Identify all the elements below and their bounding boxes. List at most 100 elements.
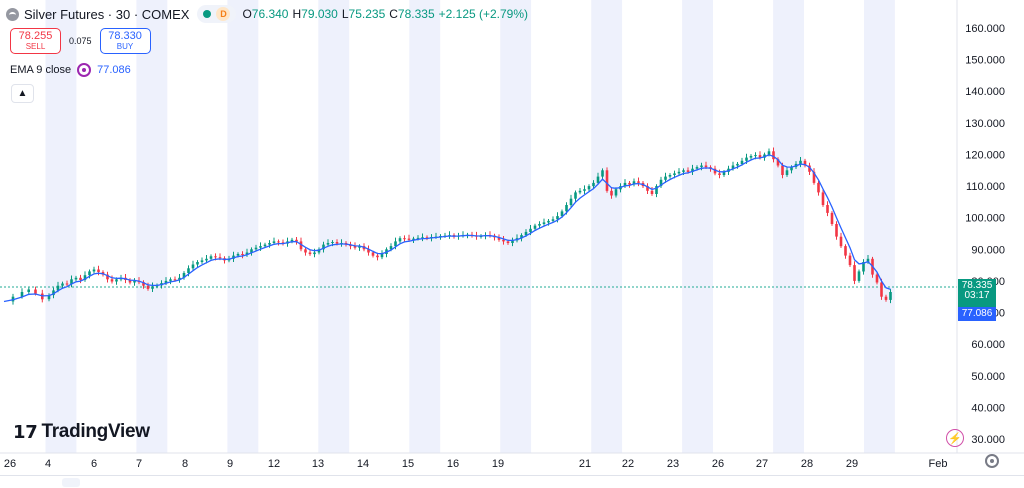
candle-body xyxy=(376,255,379,258)
candle-body xyxy=(601,170,604,177)
candle-body xyxy=(27,289,30,292)
candle-body xyxy=(245,252,249,255)
candle-body xyxy=(529,228,532,232)
candle-body xyxy=(538,224,541,226)
candle-body xyxy=(236,254,240,256)
candle-body xyxy=(560,211,564,217)
symbol-title[interactable]: Silver Futures · 30 · COMEX xyxy=(24,6,190,22)
candle-body xyxy=(713,168,717,174)
candle-body xyxy=(412,238,415,240)
market-status[interactable]: D xyxy=(197,5,237,23)
x-tick-label: 21 xyxy=(579,458,591,470)
candle-body xyxy=(20,292,24,297)
price-change: +2.125 (+2.79%) xyxy=(438,7,529,21)
candle-body xyxy=(704,165,708,168)
buy-button[interactable]: 78.330 BUY xyxy=(99,28,151,54)
candle-body xyxy=(241,254,244,255)
candle-body xyxy=(578,190,582,193)
candle-body xyxy=(785,170,789,175)
lightning-icon[interactable]: ⚡ xyxy=(946,429,964,447)
session-band xyxy=(591,0,623,453)
candle-body xyxy=(128,280,132,283)
sell-button[interactable]: 78.255 SELL xyxy=(10,28,61,54)
candle-body xyxy=(632,181,636,185)
chevron-up-icon: ▲ xyxy=(17,88,28,99)
candle-body xyxy=(133,280,136,283)
ohlc-close-value: 78.335 xyxy=(397,7,435,21)
candle-body xyxy=(272,241,276,243)
collapse-legend-button[interactable]: ▲ xyxy=(11,84,34,103)
candle-body xyxy=(686,170,690,172)
x-tick-label: 19 xyxy=(492,458,504,470)
x-tick-label: 29 xyxy=(846,458,858,470)
ema-legend[interactable]: EMA 9 close 77.086 xyxy=(10,63,131,77)
candle-body xyxy=(250,249,253,253)
buy-label: BUY xyxy=(116,42,134,51)
candle-body xyxy=(551,219,555,221)
tradingview-logo[interactable]: 17 TradingView xyxy=(13,421,150,443)
x-tick-label: 23 xyxy=(667,458,679,470)
gear-icon[interactable] xyxy=(985,454,999,468)
x-tick-label: 12 xyxy=(268,458,280,470)
candle-body xyxy=(835,224,838,237)
candle-body xyxy=(659,179,663,187)
x-tick-label: 4 xyxy=(45,458,51,470)
ohlc-high-value: 79.030 xyxy=(301,7,338,21)
candle-body xyxy=(380,254,384,258)
candle-body xyxy=(790,167,793,171)
candle-body xyxy=(821,192,825,205)
candle-body xyxy=(254,247,258,250)
y-tick-label: 150.000 xyxy=(965,55,1005,67)
x-tick-label: 26 xyxy=(4,458,16,470)
candle-body xyxy=(335,242,339,244)
session-band xyxy=(500,0,532,453)
candle-body xyxy=(556,216,559,220)
y-tick-label: 90.000 xyxy=(971,244,1005,256)
trade-panel: 78.255 SELL 0.075 78.330 BUY xyxy=(10,28,151,54)
candle-body xyxy=(565,205,568,212)
candle-body xyxy=(772,151,775,160)
x-tick-label: 8 xyxy=(182,458,188,470)
candle-body xyxy=(232,255,235,259)
candle-body xyxy=(79,277,82,280)
candle-body xyxy=(812,171,816,183)
candle-body xyxy=(259,246,262,248)
y-tick-label: 120.000 xyxy=(965,150,1005,162)
candle-body xyxy=(664,176,667,180)
x-tick-label: 16 xyxy=(447,458,459,470)
ohlc-open-label: O xyxy=(242,7,252,21)
session-band xyxy=(227,0,259,453)
candle-body xyxy=(295,239,298,242)
y-tick-label: 30.000 xyxy=(971,434,1005,446)
candle-body xyxy=(655,186,658,194)
candle-body xyxy=(178,277,181,280)
candle-body xyxy=(65,283,69,285)
session-band xyxy=(45,0,77,453)
candle-body xyxy=(866,258,870,262)
x-tick-label: 7 xyxy=(136,458,142,470)
candle-body xyxy=(331,242,334,243)
candle-body xyxy=(191,264,195,269)
candle-body xyxy=(884,296,888,300)
candle-body xyxy=(61,283,64,286)
candle-body xyxy=(47,295,51,300)
candle-body xyxy=(767,151,771,155)
candle-body xyxy=(880,282,883,297)
last-price-value: 78.335 xyxy=(961,280,993,291)
candle-body xyxy=(371,252,375,256)
candle-body xyxy=(826,205,829,213)
indicator-settings-icon[interactable] xyxy=(77,63,92,77)
ohlc-high-label: H xyxy=(292,7,302,21)
time-axis[interactable]: 26 4 6 7 8 9 12 13 14 15 16 19 21 22 23 26 27 28 29 Feb xyxy=(4,458,948,470)
candle-body xyxy=(853,265,856,281)
toolbar-button[interactable] xyxy=(62,478,80,487)
x-tick-label: 6 xyxy=(91,458,97,470)
candle-body xyxy=(695,167,699,169)
price-axis[interactable]: 160.000 150.000 140.000 130.000 120.000 110.0… xyxy=(965,23,1005,446)
candle-body xyxy=(407,238,411,240)
candle-body xyxy=(304,249,307,253)
candle-body xyxy=(628,182,631,185)
candle-body xyxy=(691,168,694,172)
candle-body xyxy=(389,246,393,250)
